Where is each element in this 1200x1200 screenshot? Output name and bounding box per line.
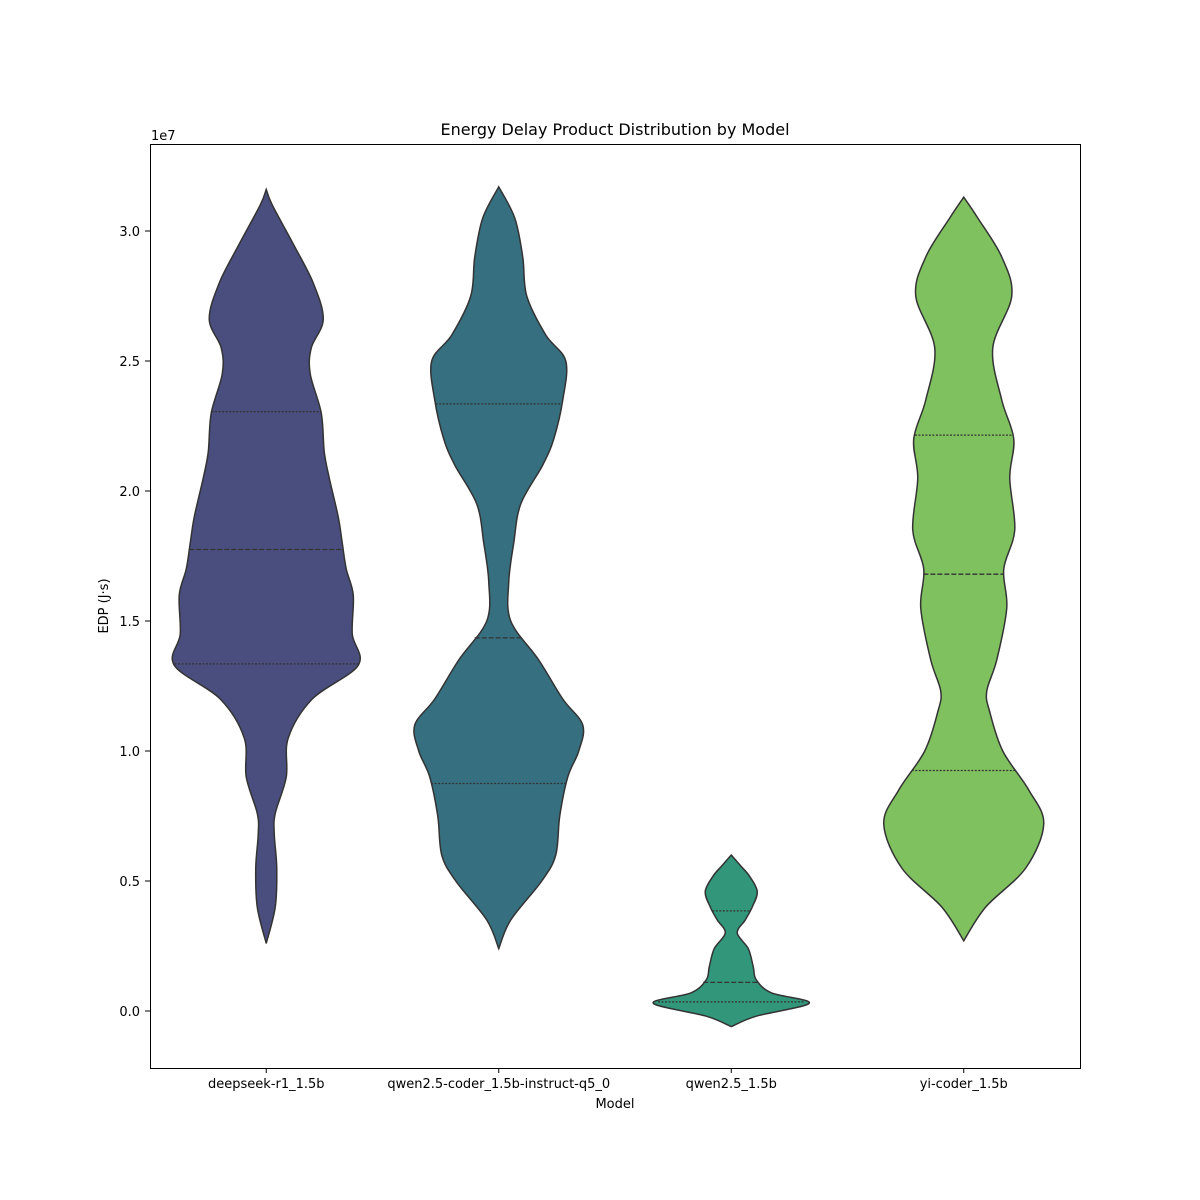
x-axis-title: Model bbox=[595, 1097, 634, 1112]
plot-frame bbox=[150, 144, 1081, 1069]
y-axis: 0.0 0.5 1.0 1.5 2.0 2.5 3.0 bbox=[119, 225, 150, 1020]
x-tick-label: qwen2.5_1.5b bbox=[686, 1077, 777, 1092]
y-offset-label: 1e7 bbox=[151, 129, 176, 144]
y-tick-label: 1.0 bbox=[119, 745, 140, 760]
violins-layer bbox=[171, 185, 1045, 1028]
y-tick-label: 2.5 bbox=[119, 355, 140, 370]
y-axis-title: EDP (J·s) bbox=[97, 578, 112, 633]
violin-qwen2.5_1.5b bbox=[652, 853, 811, 1028]
y-tick-label: 2.0 bbox=[119, 485, 140, 500]
violin-body bbox=[171, 187, 361, 944]
y-tick-label: 3.0 bbox=[119, 225, 140, 240]
violin-body bbox=[652, 853, 811, 1028]
violin-body bbox=[413, 185, 585, 951]
violin-body bbox=[882, 195, 1045, 943]
y-tick-label: 0.5 bbox=[119, 875, 140, 890]
x-tick-label: qwen2.5-coder_1.5b-instruct-q5_0 bbox=[387, 1077, 610, 1092]
chart-title: Energy Delay Product Distribution by Mod… bbox=[440, 120, 789, 139]
x-tick-label: deepseek-r1_1.5b bbox=[208, 1077, 325, 1092]
y-tick-label: 1.5 bbox=[119, 615, 140, 630]
violin-qwen2.5-coder_1.5b-instruct-q5_0 bbox=[413, 185, 585, 951]
violin-yi-coder_1.5b bbox=[882, 195, 1045, 943]
x-tick-label: yi-coder_1.5b bbox=[920, 1077, 1008, 1092]
y-tick-label: 0.0 bbox=[119, 1005, 140, 1020]
x-axis: deepseek-r1_1.5b qwen2.5-coder_1.5b-instr… bbox=[208, 1068, 1008, 1092]
violin-deepseek-r1_1.5b bbox=[171, 187, 361, 944]
